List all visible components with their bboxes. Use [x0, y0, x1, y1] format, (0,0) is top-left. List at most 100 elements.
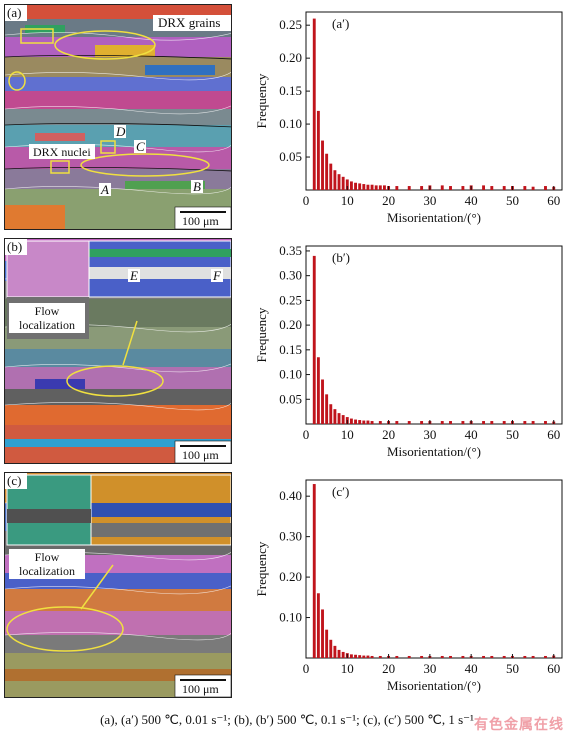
scale-bar-b: 100 μm: [182, 448, 219, 462]
x-tick-label: 40: [465, 427, 478, 442]
x-tick-label: 20: [382, 427, 395, 442]
bar: [333, 409, 337, 424]
bar: [316, 357, 320, 424]
bar: [370, 655, 374, 658]
inset-label-c-line1: Flow: [35, 550, 60, 564]
bar: [325, 153, 329, 190]
bar: [490, 421, 494, 424]
bar: [333, 645, 337, 658]
x-tick-label: 50: [506, 427, 519, 442]
y-tick-label: 0.05: [279, 149, 302, 164]
bar: [312, 255, 316, 424]
x-tick-label: 60: [547, 661, 560, 676]
bar: [358, 183, 362, 190]
bar: [312, 484, 316, 658]
histogram-c-prime-svg: 0 10 20 30 40 50 60 0.10 0.20 0.30 0.40 Misorientat…: [254, 479, 563, 693]
map-label-b: (b): [7, 239, 22, 254]
bar: [407, 186, 411, 190]
bar: [407, 421, 411, 424]
scale-bar-a: 100 μm: [182, 214, 219, 228]
bar: [544, 186, 547, 190]
y-axis-label: Frequency: [254, 541, 269, 596]
x-tick-label: 30: [423, 193, 436, 208]
bar: [366, 420, 370, 424]
bar: [362, 184, 366, 190]
y-tick-label: 0.05: [279, 391, 302, 406]
inset-label-c-line2: localization: [19, 564, 75, 578]
bar: [383, 185, 386, 190]
inset-label-b-line1: Flow: [35, 304, 60, 318]
figure-caption: (a), (a′) 500 ℃, 0.01 s⁻¹; (b), (b′) 500…: [100, 712, 474, 727]
histogram-a-prime: 0 10 20 30 40 50 60 0.05 0.10 0.15 0.20 0.25 Misorie…: [248, 2, 570, 230]
annotation-drx-grains: DRX grains: [158, 15, 220, 30]
bar: [482, 421, 485, 424]
y-tick-label: 0.20: [279, 50, 302, 65]
x-tick-label: 10: [341, 427, 354, 442]
bar: [349, 654, 353, 658]
annotation-drx-nuclei: DRX nuclei: [33, 145, 91, 159]
bar: [395, 186, 399, 190]
x-axis-label: Misorientation/(°): [387, 210, 481, 225]
bar: [440, 421, 444, 424]
annotation-b: B: [193, 179, 201, 194]
y-tick-label: 0.10: [279, 367, 302, 382]
bar: [531, 421, 535, 424]
bar: [490, 655, 494, 658]
histogram-b-prime-svg: 0 10 20 30 40 50 60 0.05 0.10 0.15 0.20 0.25 0.30 0.3…: [254, 243, 563, 459]
y-tick-label: 0.20: [279, 569, 302, 584]
annotation-f: F: [212, 268, 222, 283]
bar: [358, 655, 362, 658]
y-tick-label: 0.10: [279, 116, 302, 131]
map-label-c: (c): [7, 473, 21, 488]
y-tick-label: 0.30: [279, 268, 302, 283]
ebsd-map-c: Flow localization (c) 100 μm: [4, 472, 232, 698]
bar: [341, 651, 345, 658]
scale-bar-c: 100 μm: [182, 682, 219, 696]
x-tick-label: 10: [341, 193, 354, 208]
bar: [523, 421, 527, 424]
y-tick-label: 0.20: [279, 317, 302, 332]
bar: [502, 186, 506, 190]
bar: [482, 655, 485, 658]
bar: [531, 186, 535, 190]
bar: [329, 404, 333, 424]
bar: [316, 593, 320, 658]
bar: [329, 163, 333, 190]
bar: [354, 182, 357, 190]
bar: [366, 655, 370, 658]
annotation-d: D: [115, 124, 126, 139]
bar: [337, 174, 341, 190]
x-tick-label: 0: [303, 193, 310, 208]
bar: [378, 421, 382, 424]
bar: [312, 18, 316, 191]
bar: [420, 421, 424, 424]
bar: [325, 394, 329, 424]
bar: [341, 176, 345, 190]
histogram-c-prime: 0 10 20 30 40 50 60 0.10 0.20 0.30 0.40 Misorientat…: [248, 470, 570, 698]
bar: [358, 420, 362, 424]
y-tick-label: 0.25: [279, 292, 302, 307]
bar: [449, 655, 452, 658]
plot-frame: [305, 11, 563, 191]
bar: [395, 421, 399, 424]
bar: [378, 655, 382, 658]
x-tick-label: 20: [382, 193, 395, 208]
bar: [349, 181, 353, 190]
y-tick-label: 0.30: [279, 529, 302, 544]
bar: [349, 418, 353, 424]
x-tick-label: 60: [547, 427, 560, 442]
bar: [461, 186, 465, 190]
bar: [523, 655, 527, 658]
y-tick-label: 0.35: [279, 243, 302, 258]
inset-label-b-line2: localization: [19, 318, 75, 332]
bar: [337, 413, 341, 424]
chart-panel-label: (c′): [332, 484, 349, 499]
plot-frame: [305, 479, 563, 659]
watermark: 有色金属在线: [474, 717, 564, 733]
plot-frame: [305, 245, 563, 425]
bar: [321, 379, 324, 424]
bar: [321, 140, 324, 190]
x-tick-label: 30: [423, 427, 436, 442]
bar: [354, 419, 357, 424]
y-tick-label: 0.15: [279, 342, 302, 357]
